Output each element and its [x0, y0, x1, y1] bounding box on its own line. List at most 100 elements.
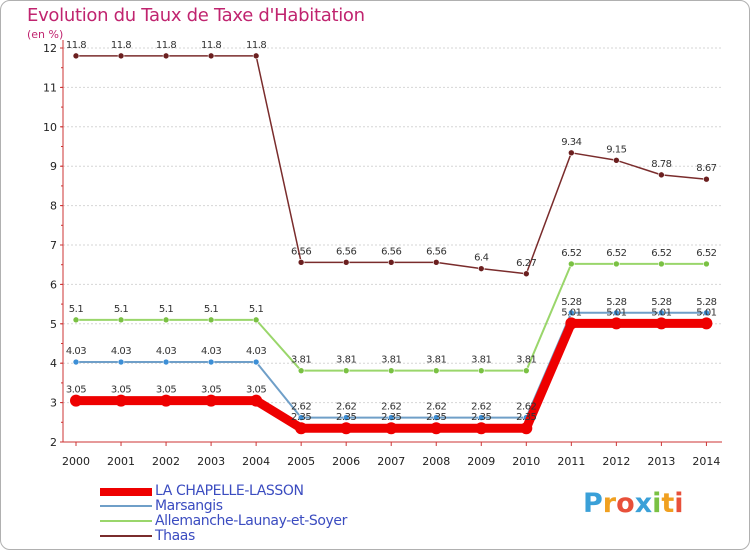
- data-label: 5.1: [204, 304, 219, 315]
- data-point: [250, 394, 263, 407]
- data-point: [162, 52, 170, 60]
- data-point: [658, 171, 665, 179]
- x-tick-label: 2006: [332, 455, 360, 468]
- data-point: [72, 52, 80, 60]
- axes: 2 3 4 5 6 7 8 9 10 11 12 2000 2001 2002 2003 2004 2005 20…: [43, 40, 722, 468]
- logo-letter: t: [661, 488, 675, 519]
- data-point: [162, 316, 170, 324]
- data-label: 8.78: [651, 159, 671, 170]
- data-point: [72, 358, 80, 366]
- data-point: [117, 358, 125, 366]
- x-tick-label: 2012: [602, 455, 630, 468]
- data-point: [432, 259, 440, 266]
- data-point: [522, 270, 530, 278]
- data-label: 6.52: [606, 248, 626, 259]
- data-point: [207, 52, 215, 60]
- data-label: 4.03: [66, 346, 86, 357]
- data-label: 3.81: [291, 355, 311, 366]
- data-label: 11.8: [156, 40, 176, 51]
- legend-swatch: [100, 520, 152, 522]
- data-point: [703, 175, 710, 183]
- data-point: [207, 358, 215, 366]
- y-unit-label: (en %): [27, 28, 64, 41]
- data-point: [387, 259, 395, 266]
- data-point: [117, 52, 125, 60]
- data-label: 3.81: [516, 355, 536, 366]
- data-point: [430, 422, 443, 435]
- data-label: 3.05: [246, 385, 266, 396]
- data-label: 11.8: [111, 40, 131, 51]
- data-label: 6.27: [516, 258, 536, 269]
- data-label: 6.56: [291, 246, 311, 257]
- data-label: 2.35: [381, 412, 401, 423]
- data-label: 3.05: [66, 385, 86, 396]
- x-tick-label: 2003: [197, 455, 225, 468]
- data-point: [658, 260, 665, 268]
- data-label: 11.8: [201, 40, 221, 51]
- data-label: 6.52: [651, 248, 671, 259]
- legend-swatch: [100, 505, 152, 507]
- data-label: 5.1: [114, 304, 129, 315]
- data-point: [477, 414, 485, 421]
- y-tick-label: 3: [50, 397, 57, 410]
- data-point: [72, 316, 80, 324]
- data-label: 3.81: [336, 355, 356, 366]
- data-point: [207, 316, 215, 324]
- y-tick-label: 8: [50, 200, 57, 213]
- data-point: [568, 309, 575, 317]
- data-point: [342, 414, 350, 421]
- y-tick-label: 11: [43, 81, 57, 94]
- legend-label: LA CHAPELLE-LASSON: [155, 483, 304, 499]
- data-label: 6.4: [474, 253, 489, 264]
- data-point: [205, 394, 218, 407]
- y-tick-label: 4: [50, 357, 57, 370]
- legend-label: Allemanche-Launay-et-Soyer: [155, 513, 347, 529]
- data-label: 2.35: [516, 412, 536, 423]
- data-label: 5.1: [69, 304, 84, 315]
- data-label: 9.15: [606, 144, 626, 155]
- x-tick-label: 2002: [152, 455, 180, 468]
- data-point: [432, 367, 440, 374]
- legend-label: Thaas: [155, 528, 195, 544]
- data-point: [520, 422, 533, 435]
- grid: [63, 47, 722, 404]
- data-point: [297, 367, 305, 374]
- data-point: [613, 260, 620, 268]
- data-label: 6.52: [561, 248, 581, 259]
- logo-letter: i: [652, 488, 662, 519]
- data-label: 6.52: [696, 248, 716, 259]
- data-point: [477, 367, 485, 374]
- data-point: [658, 309, 665, 317]
- data-point: [162, 358, 170, 366]
- data-point: [387, 414, 395, 421]
- data-point: [342, 367, 350, 374]
- y-tick-label: 7: [50, 239, 57, 252]
- data-label: 3.05: [111, 385, 131, 396]
- data-label: 4.03: [246, 346, 266, 357]
- data-label: 4.03: [111, 346, 131, 357]
- data-label: 4.03: [201, 346, 221, 357]
- logo-letter: o: [616, 488, 635, 519]
- x-tick-label: 2001: [107, 455, 135, 468]
- data-point: [475, 422, 488, 435]
- data-label: 5.1: [249, 304, 264, 315]
- data-point: [655, 317, 668, 330]
- legend-swatch: [100, 488, 152, 496]
- data-point: [117, 316, 125, 324]
- data-point: [477, 265, 485, 272]
- data-point: [297, 414, 305, 421]
- data-point: [613, 309, 620, 317]
- y-tick-label: 5: [50, 318, 57, 331]
- logo-letter: r: [602, 488, 617, 519]
- x-tick-label: 2010: [512, 455, 540, 468]
- data-labels: 11.8 11.8 11.8 11.8 11.8 6.56 6.56 6.56 6.56 6.4 6…: [66, 40, 717, 423]
- data-label: 5.28: [651, 297, 671, 308]
- y-tick-label: 2: [50, 436, 57, 449]
- data-label: 5.28: [696, 297, 716, 308]
- data-point: [613, 156, 620, 164]
- data-label: 5.01: [606, 307, 626, 318]
- data-label: 5.28: [561, 297, 581, 308]
- x-tick-label: 2013: [647, 455, 675, 468]
- data-point: [252, 316, 260, 324]
- data-label: 5.01: [696, 307, 716, 318]
